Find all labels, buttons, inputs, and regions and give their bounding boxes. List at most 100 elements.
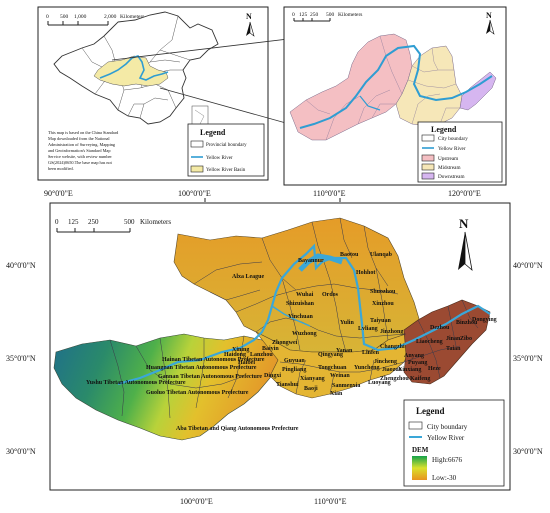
main-legend-dem-low: Low:-30 (432, 474, 457, 482)
label-tongchuan: Tongchuan (318, 365, 347, 371)
label-huangnan: Huangnan Tibetan Autonomous Prefecture (146, 365, 257, 371)
label-haibei: Haibei (238, 360, 255, 366)
label-dongying: Dongying (472, 317, 497, 323)
basin-scale-tick-1: 125 (299, 12, 308, 18)
main-legend-river: Yellow River (427, 434, 465, 442)
label-ulanqab: Ulanqab (370, 252, 393, 258)
basin-legend-title: Legend (431, 125, 457, 134)
main-legend-city: City boundary (427, 423, 468, 431)
main-legend-title: Legend (416, 406, 445, 416)
china-scale-unit: Kilometers (120, 14, 144, 20)
china-legend-title: Legend (200, 128, 226, 137)
label-yinchuan: Yinchuan (288, 314, 313, 320)
label-changzhi: Changzhi (380, 344, 405, 350)
label-jincheng: Jincheng (374, 359, 397, 365)
main-scale-unit: Kilometers (140, 218, 171, 226)
basin-scale-bar: 0 125 250 500 Kilometers (292, 12, 362, 22)
lat-40-right: 40°0'0"N (513, 261, 543, 270)
top-lon-90: 90°0'0"E (44, 189, 73, 198)
label-aba: Aba Tibetan and Qiang Autonomous Prefect… (176, 426, 299, 432)
basin-legend-river: Yellow River (438, 146, 466, 152)
label-sanmenxia: Sanmenxia (332, 383, 360, 389)
label-xian: Xian (330, 391, 343, 397)
top-lon-120: 120°0'0"E (448, 189, 481, 198)
label-xinzhou: Xinzhou (372, 301, 394, 307)
label-zhengzhou: Zhengzhou (380, 376, 409, 382)
basin-north-arrow-icon: N (486, 11, 495, 35)
main-yellow-river-line (117, 243, 491, 386)
lat-35-left: 35°0'0"N (6, 354, 36, 363)
lat-30-right: 30°0'0"N (513, 447, 543, 456)
main-legend-dem-title: DEM (412, 446, 429, 454)
lon-100-bottom: 100°0'0"E (180, 497, 213, 506)
basin-scale-unit: Kilometers (338, 12, 362, 18)
label-binzhou: Binzhou (456, 320, 478, 326)
main-scale-bar: 0 125 250 500 Kilometers (55, 218, 171, 233)
note-line-0: This map is based on the China Standard (48, 130, 119, 135)
main-map: 0 125 250 500 Kilometers N 40°0'0"N 35°0… (6, 202, 543, 506)
label-xinxiang: Xinxiang (398, 367, 421, 373)
label-kaifeng: Kaifeng (410, 376, 430, 382)
label-xianyang: Xianyang (300, 376, 325, 382)
lat-30-left: 30°0'0"N (6, 447, 36, 456)
label-xining: Xining (232, 347, 249, 353)
china-legend-basin: Yellow River Basin (206, 168, 246, 173)
basin-scale-tick-2: 250 (310, 12, 319, 18)
lon-110-bottom: 110°0'0"E (314, 497, 347, 506)
label-guyuan: Guyuan (284, 358, 305, 364)
label-baiyin: Baiyin (262, 346, 279, 352)
top-longitude-labels: 90°0'0"E 100°0'0"E 110°0'0"E 120°0'0"E (44, 189, 481, 202)
main-scale-tick-1: 125 (68, 218, 79, 226)
china-legend-provincial: Provincial boundary (206, 143, 247, 148)
china-scale-tick-2: 1,000 (74, 14, 87, 20)
label-jinzhong: Jinzhong (380, 329, 403, 335)
main-place-labels: Baotou Ulanqab Bayannur Hohhot Alxa Leag… (86, 252, 497, 432)
label-taian: Taian (446, 346, 461, 352)
china-scale-tick-0: 0 (46, 14, 49, 20)
label-zhongwei: Zhongwei (272, 340, 298, 346)
top-lon-100: 100°0'0"E (178, 189, 211, 198)
label-qingyang: Qingyang (318, 352, 343, 358)
label-shizuishan: Shizuishan (286, 301, 315, 307)
label-baotou: Baotou (340, 252, 359, 258)
label-wuzhong: Wuzhong (292, 331, 317, 337)
dem-western-plateau (53, 333, 281, 441)
main-yellow-river-loop (298, 253, 343, 272)
label-heze: Heze (428, 366, 441, 372)
basin-north-label: N (486, 11, 492, 20)
main-north-label: N (459, 216, 469, 231)
label-zibo: Zibo (460, 336, 472, 342)
label-baoji: Baoji (304, 386, 318, 392)
label-hohhot: Hohhot (356, 270, 375, 276)
china-north-label: N (246, 12, 252, 21)
label-liaocheng: Liaocheng (416, 339, 443, 345)
basin-upstream-region (289, 33, 413, 141)
china-scale-bar: 0 500 1,000 2,000 Kilometers (46, 14, 144, 26)
label-jinan: Jinan (446, 336, 461, 342)
main-lon-labels-bottom: 100°0'0"E 110°0'0"E (180, 497, 347, 506)
basin-legend-downstream: Downstream (438, 174, 465, 180)
china-legend: Legend Provincial boundary Yellow River … (187, 123, 265, 177)
label-gannan: Gannan Tibetan Autonomous Prefecture (158, 374, 262, 380)
dem-downstream-region (403, 299, 491, 385)
label-dezhou: Dezhou (430, 325, 450, 331)
label-yushu: Yushu Tibetan Autonomous Prefecture (86, 380, 186, 386)
basin-legend-upstream: Upstream (438, 156, 458, 162)
label-yulin: Yulin (340, 320, 354, 326)
basin-legend-midstream: Midstream (438, 165, 460, 171)
note-line-1: Map downloaded from the National (48, 136, 110, 141)
label-puyang: Puyang (408, 360, 427, 366)
label-linfen: Linfen (362, 350, 380, 356)
note-line-2: Administration of Surveying, Mapping (48, 142, 116, 148)
label-anyang: Anyang (404, 353, 424, 359)
label-luoyang: Luoyang (368, 380, 391, 386)
note-line-4: Service website, with review number (48, 154, 112, 160)
china-scale-tick-1: 500 (60, 14, 69, 20)
label-shuozhou: Shuozhou (370, 289, 396, 295)
note-line-5: GS(2024)0650.The base map has not (48, 160, 113, 165)
china-scale-tick-3: 2,000 (104, 14, 117, 20)
main-lat-labels-right: 40°0'0"N 35°0'0"N 30°0'0"N (513, 261, 543, 456)
china-yellow-river-line (99, 55, 169, 81)
label-yuncheng: Yuncheng (354, 365, 379, 371)
